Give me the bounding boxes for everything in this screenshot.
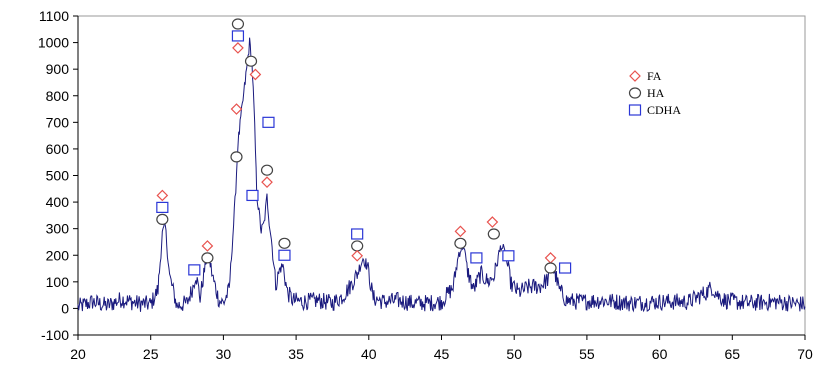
- ha-marker: [544, 262, 557, 274]
- cdha-marker: [156, 201, 169, 213]
- x-tick-label: 60: [652, 346, 668, 362]
- x-tick-label: 20: [70, 346, 86, 362]
- x-tick-label: 50: [506, 346, 522, 362]
- cdha-marker: [470, 252, 483, 264]
- fa-marker: [232, 42, 244, 54]
- y-tick-label: 200: [46, 247, 70, 263]
- fa-marker: [230, 103, 243, 115]
- legend-cdha-label: CDHA: [647, 103, 681, 117]
- fa-marker: [261, 176, 273, 188]
- legend-ha-label: HA: [647, 86, 665, 100]
- x-tick-label: 65: [725, 346, 741, 362]
- legend-fa-label: FA: [647, 69, 662, 83]
- fa-marker: [351, 249, 364, 262]
- cdha-marker: [246, 189, 259, 202]
- x-tick-label: 55: [579, 346, 595, 362]
- x-tick-label: 45: [434, 346, 450, 362]
- series-layer: [77, 37, 806, 313]
- fa-marker: [544, 252, 557, 264]
- y-tick-label: 300: [46, 221, 70, 237]
- peak-markers: [156, 18, 572, 276]
- fa-marker: [454, 225, 467, 238]
- ha-marker: [201, 252, 214, 264]
- x-tick-label: 25: [143, 346, 159, 362]
- y-tick-label: 1000: [38, 35, 69, 51]
- cdha-marker: [351, 228, 364, 240]
- ha-marker: [230, 151, 243, 163]
- x-tick-label: 35: [288, 346, 304, 362]
- ha-marker: [278, 237, 291, 249]
- fa-marker: [249, 68, 262, 81]
- cdha-marker: [262, 116, 275, 128]
- plot-border: [77, 15, 806, 336]
- ha-marker: [231, 18, 245, 30]
- fa-marker: [156, 189, 169, 202]
- y-tick-label: 900: [46, 61, 70, 77]
- y-tick-label: -100: [41, 327, 69, 343]
- cdha-marker: [278, 249, 291, 261]
- xrd-pattern-line: [77, 37, 806, 313]
- x-tick-label: 30: [216, 346, 232, 362]
- ha-marker: [454, 237, 467, 249]
- x-tick-label: 40: [361, 346, 377, 362]
- ha-marker: [351, 240, 364, 252]
- y-tick-label: 500: [46, 168, 70, 184]
- cdha-marker: [558, 262, 572, 274]
- legend-cdha-symbol: [628, 104, 642, 116]
- ha-marker: [244, 55, 258, 67]
- cdha-marker: [231, 30, 245, 42]
- y-tick-label: 400: [46, 194, 70, 210]
- y-tick-label: 1100: [39, 8, 69, 24]
- legend-ha-symbol: [628, 87, 642, 99]
- axes: -100 0 100 200 300 400 500 600 700 800 900 1000 1100…: [38, 8, 813, 362]
- legend: FA HA CDHA: [628, 69, 681, 117]
- y-tick-label: 600: [46, 141, 70, 157]
- y-tick-label: 700: [46, 114, 70, 130]
- y-tick-label: 100: [46, 274, 70, 290]
- fa-marker: [201, 240, 214, 252]
- y-tick-label: 800: [46, 88, 70, 104]
- ha-marker: [156, 213, 169, 225]
- fa-marker: [486, 216, 499, 228]
- cdha-marker: [502, 250, 515, 262]
- legend-fa-symbol: [629, 70, 641, 82]
- ha-marker: [487, 228, 500, 240]
- cdha-marker: [188, 264, 201, 276]
- x-tick-label: 70: [797, 346, 813, 362]
- ha-marker: [260, 164, 274, 176]
- y-tick-label: 0: [61, 300, 69, 316]
